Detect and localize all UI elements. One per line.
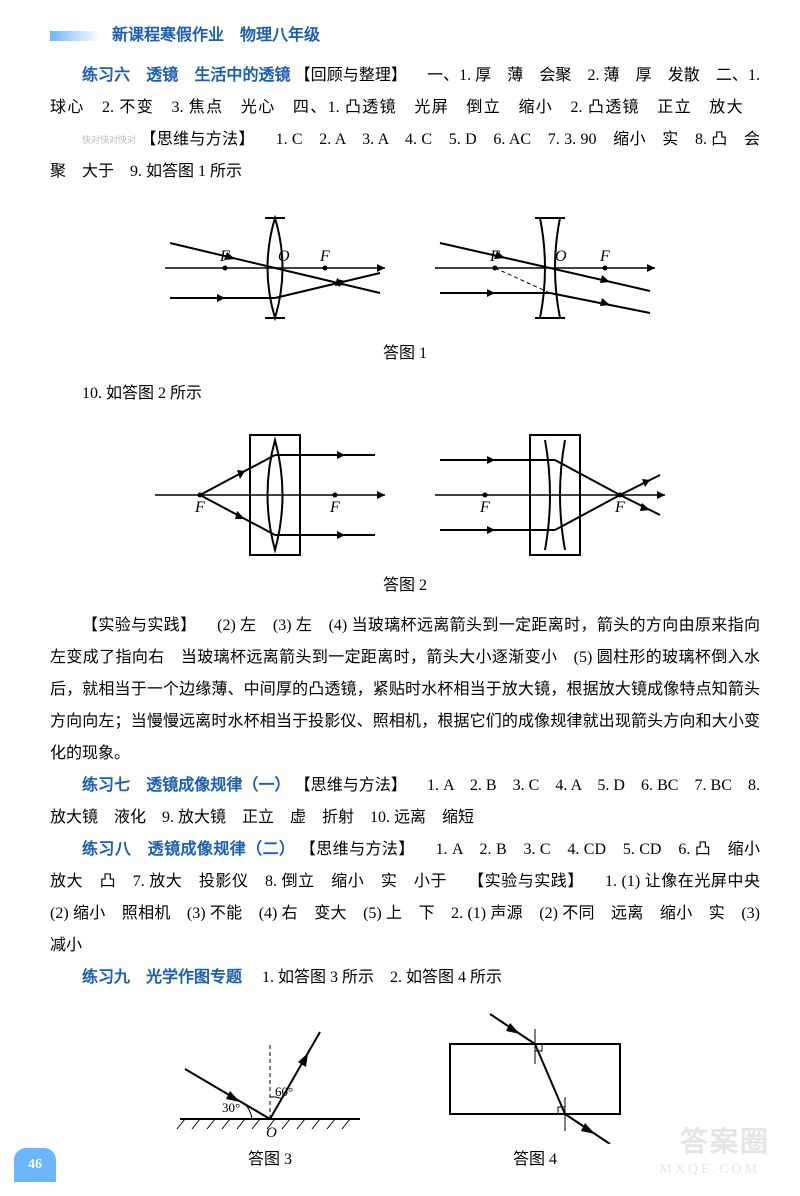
section6-review-label: 【回顾与整理】 — [295, 67, 407, 84]
section7-title: 练习七 透镜成像规律（一） — [82, 777, 291, 794]
figure2-svg: F F — [135, 420, 675, 570]
section8-title: 练习八 透镜成像规律（二） — [82, 841, 295, 858]
svg-text:60°: 60° — [275, 1084, 293, 1099]
svg-text:F: F — [194, 499, 205, 516]
svg-text:O: O — [278, 248, 290, 265]
svg-text:F: F — [479, 499, 490, 516]
figure4-svg — [430, 1009, 640, 1144]
main-content: 练习六 透镜 生活中的透镜 【回顾与整理】 一、1. 厚 薄 会聚 2. 薄 厚… — [50, 60, 760, 1176]
section6-item10: 10. 如答图 2 所示 — [50, 378, 760, 410]
svg-text:O: O — [266, 1125, 277, 1141]
section7-method-label: 【思维与方法】 — [295, 777, 407, 794]
svg-text:F: F — [319, 248, 330, 265]
section8-experiment-label: 【实验与实践】 — [468, 873, 584, 890]
svg-text:F: F — [614, 499, 625, 516]
carrot-overlay-note: 快对快对快对 — [50, 131, 136, 149]
svg-text:F: F — [599, 248, 610, 265]
watermark-sub: MXQE.COM — [659, 1156, 760, 1184]
page-header: 新课程寒假作业 物理八年级 — [50, 20, 760, 52]
figure34-row: 30° 60° O 答图 3 — [50, 1009, 760, 1176]
figure3-caption: 答图 3 — [170, 1144, 370, 1176]
svg-text:30°: 30° — [222, 1100, 240, 1115]
figure1-caption: 答图 1 — [50, 338, 760, 370]
figure2-caption: 答图 2 — [50, 570, 760, 602]
svg-text:O: O — [555, 248, 567, 265]
header-gradient — [50, 31, 100, 41]
section8-method-label: 【思维与方法】 — [300, 841, 415, 858]
figure1-svg: F F O — [145, 198, 665, 338]
section6-experiment-text: (2) 左 (3) 左 (4) 当玻璃杯远离箭头到一定距离时，箭头的方向由原来指… — [50, 617, 760, 762]
section6-method-label: 【思维与方法】 — [140, 131, 254, 148]
page-number: 46 — [14, 1148, 56, 1182]
section6-experiment-label: 【实验与实践】 — [82, 617, 196, 634]
figure3-svg: 30° 60° O — [170, 1009, 370, 1144]
section9-title: 练习九 光学作图专题 — [82, 969, 242, 986]
header-title: 新课程寒假作业 物理八年级 — [112, 27, 320, 44]
svg-text:F: F — [329, 499, 340, 516]
figure4-caption: 答图 4 — [430, 1144, 640, 1176]
figure2-row: F F — [50, 420, 760, 570]
section9-text: 1. 如答图 3 所示 2. 如答图 4 所示 — [246, 969, 502, 986]
figure1-row: F F O — [50, 198, 760, 338]
section6-title: 练习六 透镜 生活中的透镜 — [82, 67, 291, 84]
